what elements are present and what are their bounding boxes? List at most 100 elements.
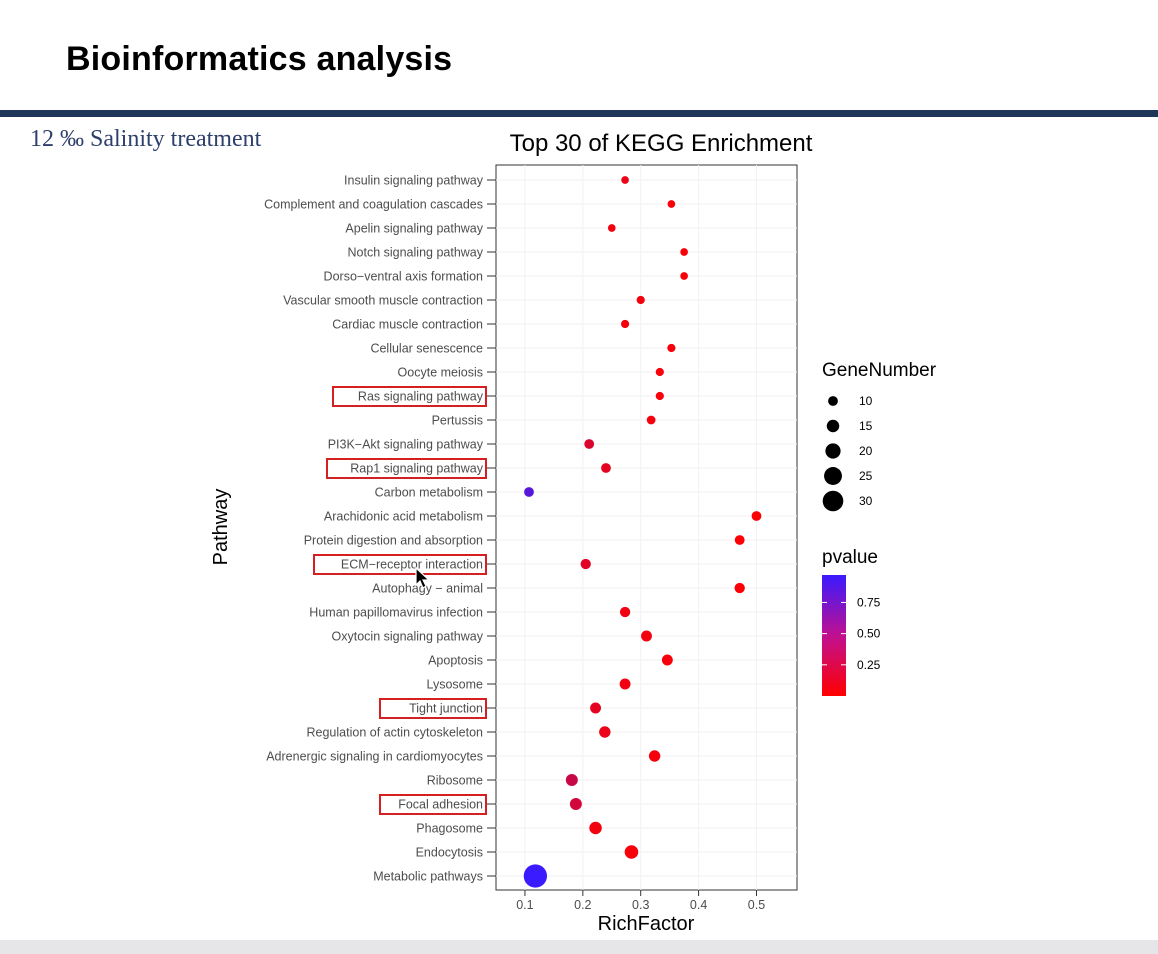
size-legend-dot bbox=[826, 419, 840, 433]
pathway-label: Arachidonic acid metabolism bbox=[324, 510, 483, 524]
pathway-label: Apoptosis bbox=[428, 654, 483, 668]
data-point bbox=[667, 343, 676, 353]
data-point bbox=[589, 821, 602, 835]
pathway-label: Pertussis bbox=[432, 414, 483, 428]
data-point bbox=[580, 558, 591, 570]
pathway-label: Adrenergic signaling in cardiomyocytes bbox=[266, 750, 483, 764]
color-legend-label: 0.25 bbox=[857, 658, 881, 672]
pathway-label: Metabolic pathways bbox=[373, 870, 483, 884]
color-legend-bar bbox=[822, 575, 846, 696]
pathway-label: Autophagy − animal bbox=[372, 582, 483, 596]
pathway-label: Protein digestion and absorption bbox=[304, 534, 483, 548]
data-point bbox=[624, 845, 639, 859]
data-point bbox=[619, 678, 631, 690]
pathway-label: Phagosome bbox=[416, 822, 483, 836]
pathway-label: Dorso−ventral axis formation bbox=[324, 270, 483, 284]
color-legend-title: pvalue bbox=[822, 547, 878, 568]
size-legend-dot bbox=[825, 443, 841, 459]
data-point bbox=[620, 319, 630, 329]
pathway-label: Focal adhesion bbox=[398, 798, 483, 812]
pathway-label: Oxytocin signaling pathway bbox=[332, 630, 484, 644]
highlight-box bbox=[313, 554, 487, 575]
size-legend-dot bbox=[824, 467, 842, 485]
x-tick-label: 0.4 bbox=[690, 898, 707, 912]
data-point bbox=[569, 798, 582, 810]
size-legend-dot bbox=[828, 396, 838, 406]
pathway-label: Rap1 signaling pathway bbox=[350, 462, 483, 476]
data-point bbox=[565, 774, 578, 786]
data-point bbox=[680, 248, 688, 256]
color-legend: pvalue 0.75 0.50 0.25 bbox=[822, 547, 881, 696]
title-divider bbox=[0, 110, 1158, 117]
pathway-label: Lysosome bbox=[426, 678, 483, 692]
pathway-label: Notch signaling pathway bbox=[348, 246, 484, 260]
data-point bbox=[734, 582, 745, 594]
x-axis: 0.1 0.2 0.3 0.4 0.5 bbox=[516, 890, 765, 912]
x-tick-label: 0.3 bbox=[632, 898, 649, 912]
size-legend-title: GeneNumber bbox=[822, 360, 937, 381]
data-point bbox=[661, 654, 673, 666]
pathway-label: Endocytosis bbox=[416, 846, 483, 860]
pathway-label: Cardiac muscle contraction bbox=[332, 318, 483, 332]
y-axis-title: Pathway bbox=[210, 489, 232, 566]
pathway-label: Cellular senescence bbox=[370, 342, 483, 356]
pathway-label: Apelin signaling pathway bbox=[345, 222, 483, 236]
data-points bbox=[523, 176, 762, 888]
data-point bbox=[584, 439, 595, 449]
pathway-label: Oocyte meiosis bbox=[398, 366, 483, 380]
data-point bbox=[636, 295, 645, 305]
data-point bbox=[655, 367, 664, 377]
pathway-labels: Insulin signaling pathway Complement and … bbox=[264, 174, 496, 884]
pathway-label: Vascular smooth muscle contraction bbox=[283, 294, 483, 308]
x-axis-title: RichFactor bbox=[598, 913, 695, 935]
pathway-label: ECM−receptor interaction bbox=[341, 558, 483, 572]
data-point bbox=[751, 511, 762, 521]
bottom-toolbar-strip bbox=[0, 940, 1158, 954]
grid bbox=[496, 165, 797, 890]
data-point bbox=[655, 391, 664, 401]
size-legend-dot bbox=[822, 490, 844, 512]
data-point bbox=[667, 200, 676, 208]
pathway-label: Regulation of actin cytoskeleton bbox=[307, 726, 484, 740]
data-point bbox=[619, 606, 631, 618]
highlight-box bbox=[326, 458, 487, 479]
data-point bbox=[646, 415, 656, 425]
data-point bbox=[641, 630, 652, 642]
highlight-box bbox=[379, 794, 487, 815]
plot-panel bbox=[495, 164, 798, 891]
highlight-box bbox=[332, 386, 487, 407]
data-point bbox=[607, 224, 616, 232]
x-tick-label: 0.5 bbox=[748, 898, 765, 912]
size-legend-label: 20 bbox=[859, 444, 873, 458]
pathway-label: Ribosome bbox=[427, 774, 483, 788]
size-legend-label: 10 bbox=[859, 394, 873, 408]
pathway-label: Ras signaling pathway bbox=[358, 390, 484, 404]
pathway-label: Human papillomavirus infection bbox=[309, 606, 483, 620]
size-legend-label: 30 bbox=[859, 494, 873, 508]
size-legend-label: 25 bbox=[859, 469, 873, 483]
data-point bbox=[523, 864, 548, 888]
color-legend-label: 0.75 bbox=[857, 595, 881, 609]
x-tick-label: 0.1 bbox=[516, 898, 533, 912]
pathway-label: PI3K−Akt signaling pathway bbox=[328, 438, 484, 452]
data-point bbox=[590, 702, 602, 714]
data-point bbox=[599, 726, 611, 738]
color-legend-label: 0.50 bbox=[857, 627, 881, 641]
size-legend-label: 15 bbox=[859, 419, 873, 433]
pathway-label: Carbon metabolism bbox=[375, 486, 483, 500]
pathway-label: Tight junction bbox=[409, 702, 483, 716]
size-legend: GeneNumber 10 15 20 25 30 bbox=[822, 360, 937, 512]
pathway-label: Insulin signaling pathway bbox=[344, 174, 484, 188]
data-point bbox=[621, 176, 629, 184]
data-point bbox=[524, 487, 534, 497]
highlight-box bbox=[379, 698, 487, 719]
data-point bbox=[601, 463, 611, 473]
data-point bbox=[734, 535, 745, 545]
data-point bbox=[680, 272, 688, 280]
pathway-label: Complement and coagulation cascades bbox=[264, 198, 483, 212]
mouse-cursor-icon bbox=[415, 566, 431, 589]
data-point bbox=[648, 750, 661, 762]
slide-subtitle: 12 ‰ Salinity treatment bbox=[30, 126, 262, 152]
x-tick-label: 0.2 bbox=[574, 898, 591, 912]
